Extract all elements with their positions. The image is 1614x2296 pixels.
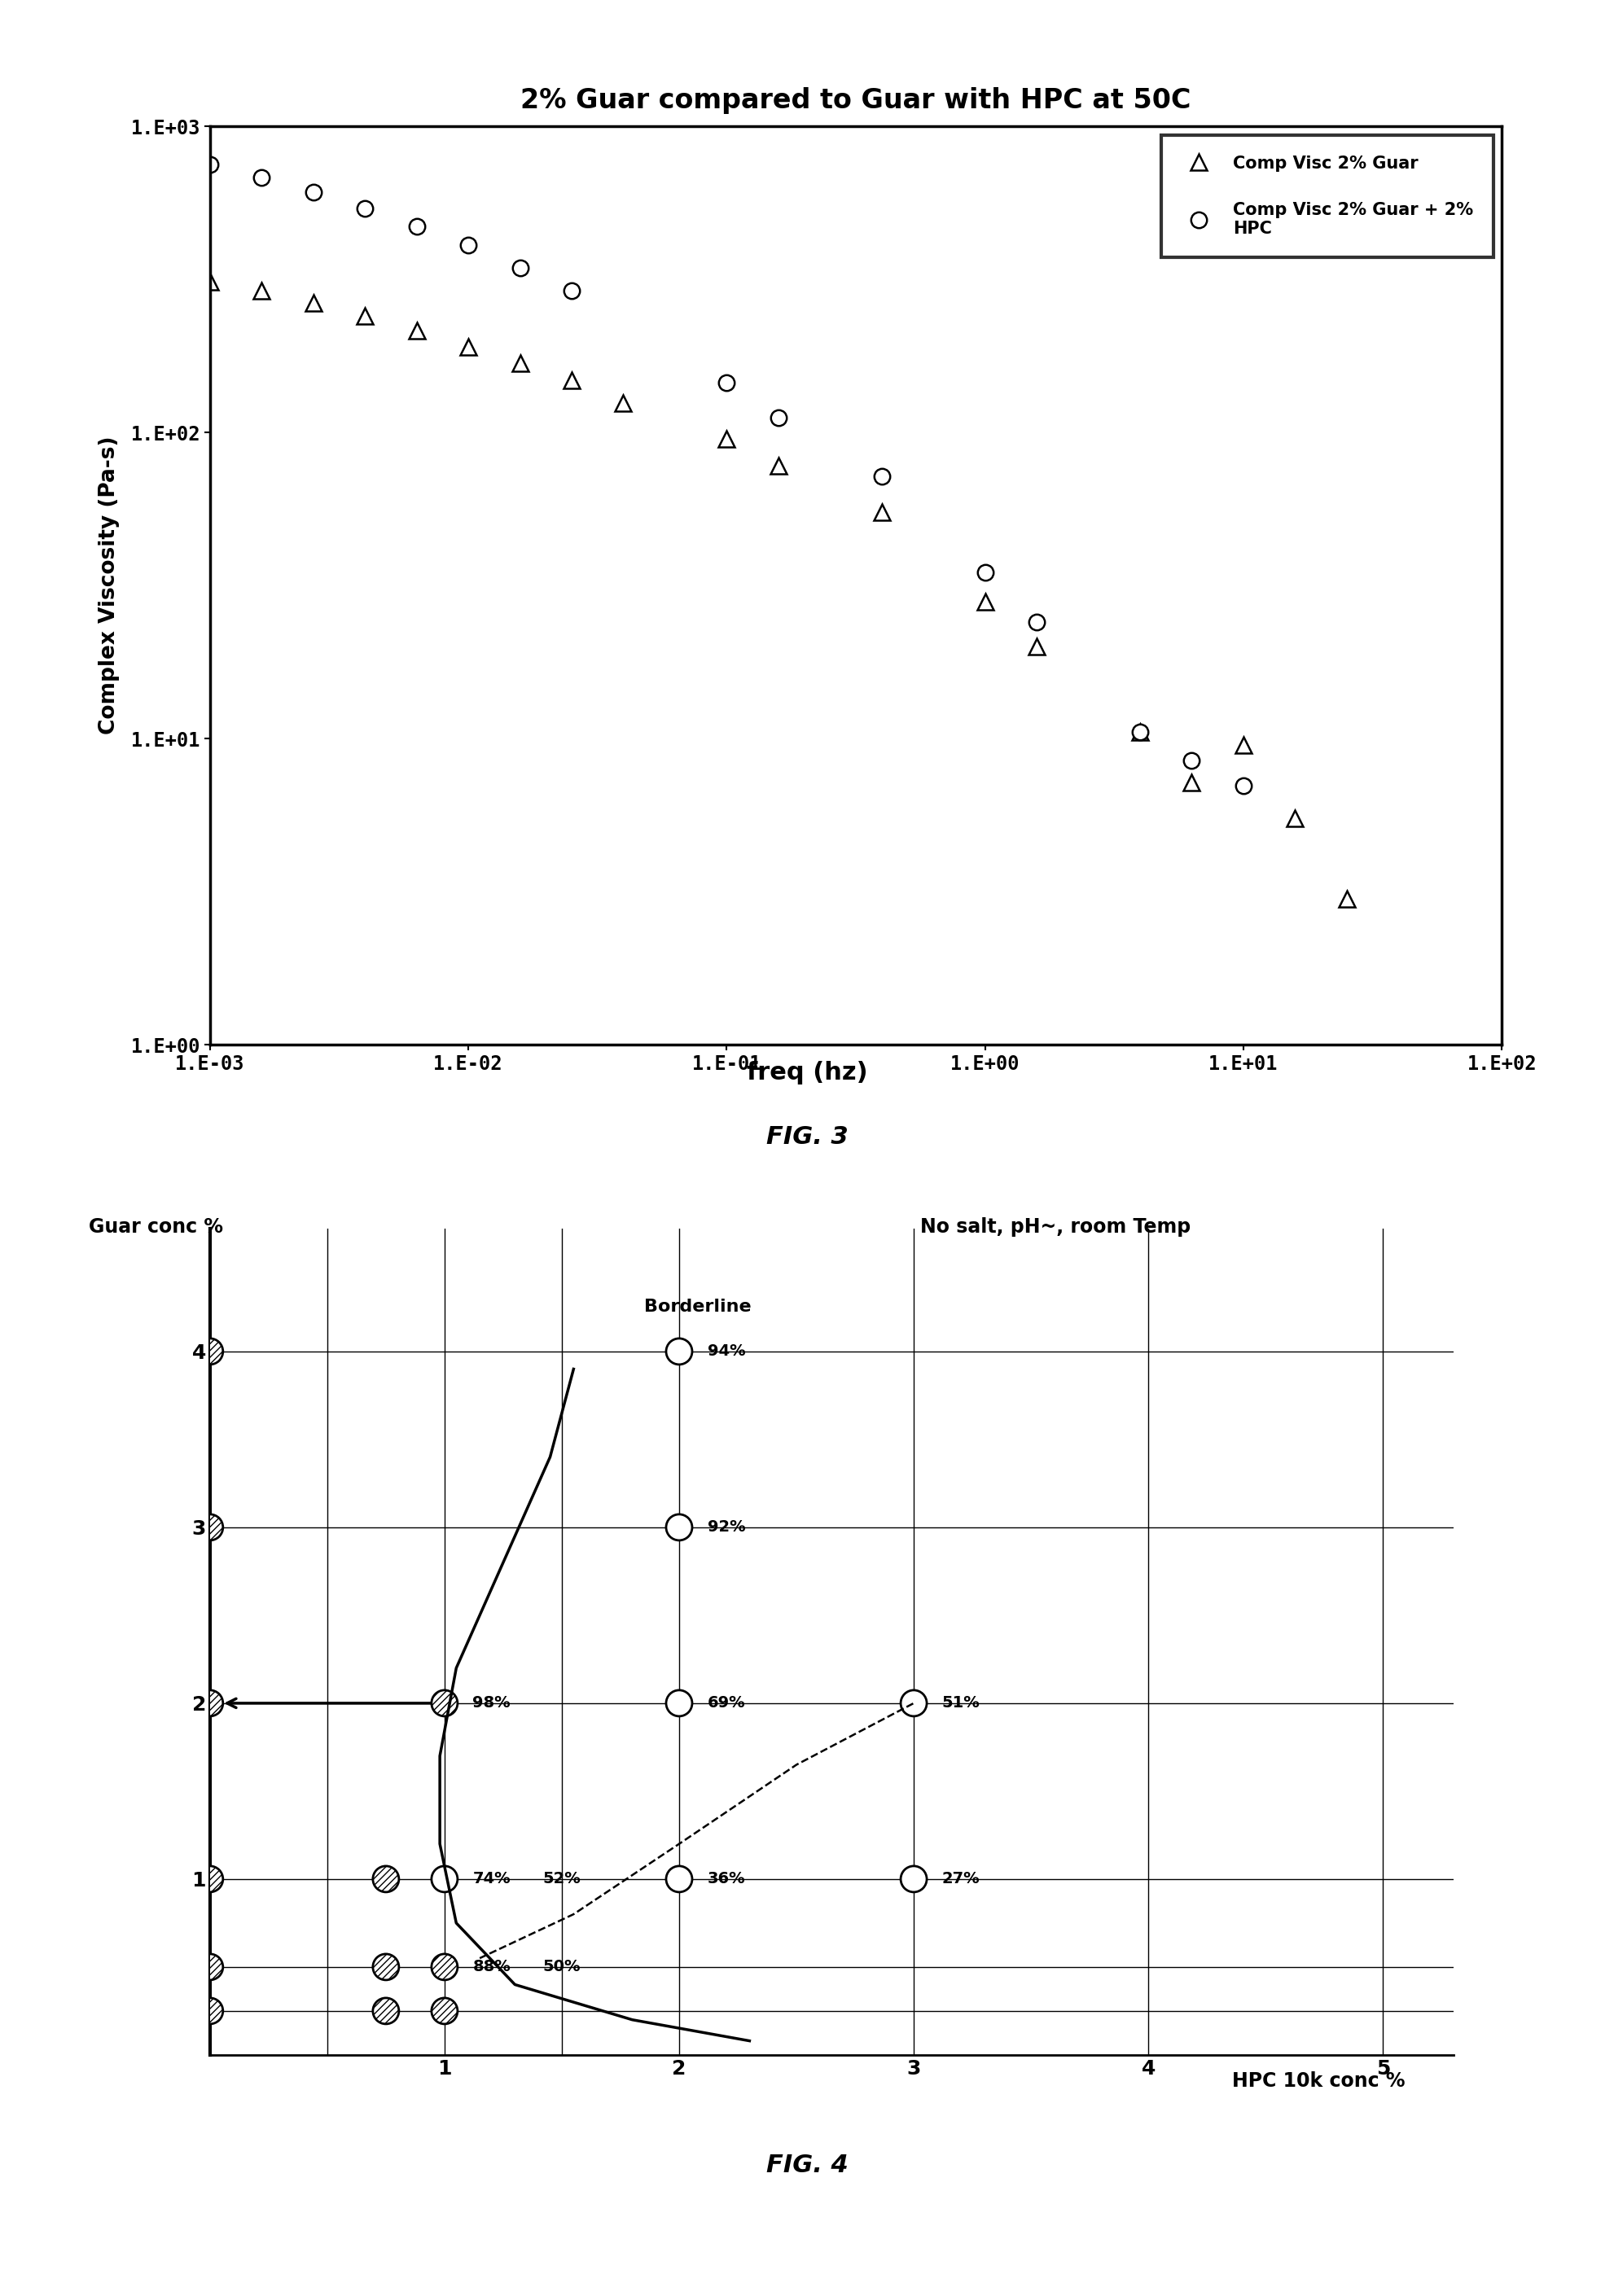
Comp Visc 2% Guar (872, 498, 891, 526)
Comp Visc 2% Guar (1336, 884, 1356, 912)
Comp Visc 2% Guar (1233, 732, 1252, 760)
Text: 94%: 94% (707, 1343, 746, 1359)
Comp Visc 2% Guar (1285, 804, 1304, 831)
Text: Borderline: Borderline (644, 1300, 751, 1316)
Comp Visc 2% Guar (510, 349, 529, 377)
Text: 50%: 50% (542, 1958, 581, 1975)
Text: 52%: 52% (542, 1871, 581, 1887)
Comp Visc 2% Guar + 2%
HPC (872, 461, 891, 489)
Ellipse shape (197, 1998, 223, 2025)
Comp Visc 2% Guar (768, 452, 788, 480)
Ellipse shape (373, 1954, 399, 1979)
Comp Visc 2% Guar + 2%
HPC (768, 404, 788, 432)
Comp Visc 2% Guar + 2%
HPC (252, 163, 271, 191)
Comp Visc 2% Guar + 2%
HPC (510, 255, 529, 282)
Comp Visc 2% Guar + 2%
HPC (1181, 746, 1201, 774)
Y-axis label: Complex Viscosity (Pa-s): Complex Viscosity (Pa-s) (98, 436, 119, 735)
Ellipse shape (431, 1998, 457, 2025)
Comp Visc 2% Guar + 2%
HPC (1233, 771, 1252, 799)
Ellipse shape (197, 1954, 223, 1979)
Text: Guar conc %: Guar conc % (89, 1217, 223, 1238)
Line: Comp Visc 2% Guar + 2%
HPC: Comp Visc 2% Guar + 2% HPC (202, 156, 1251, 794)
Text: FIG. 3: FIG. 3 (767, 1125, 847, 1148)
Ellipse shape (901, 1867, 926, 1892)
Ellipse shape (665, 1690, 692, 1715)
Comp Visc 2% Guar (200, 269, 220, 296)
Comp Visc 2% Guar + 2%
HPC (458, 232, 478, 259)
Text: 98%: 98% (473, 1694, 510, 1711)
Text: 51%: 51% (941, 1694, 980, 1711)
Text: 92%: 92% (707, 1520, 746, 1536)
Comp Visc 2% Guar + 2%
HPC (200, 152, 220, 179)
Text: 36%: 36% (707, 1871, 746, 1887)
Text: 69%: 69% (707, 1694, 746, 1711)
Ellipse shape (197, 1339, 223, 1364)
Comp Visc 2% Guar (975, 588, 994, 615)
Comp Visc 2% Guar (1130, 719, 1149, 746)
Text: FIG. 4: FIG. 4 (767, 2154, 847, 2177)
Ellipse shape (665, 1515, 692, 1541)
Ellipse shape (197, 1690, 223, 1715)
Text: 88%: 88% (473, 1958, 510, 1975)
Comp Visc 2% Guar + 2%
HPC (562, 278, 581, 305)
Comp Visc 2% Guar (407, 317, 426, 344)
Comp Visc 2% Guar (562, 367, 581, 395)
Title: 2% Guar compared to Guar with HPC at 50C: 2% Guar compared to Guar with HPC at 50C (520, 87, 1191, 115)
Legend: Comp Visc 2% Guar, Comp Visc 2% Guar + 2%
HPC: Comp Visc 2% Guar, Comp Visc 2% Guar + 2… (1160, 135, 1493, 257)
Text: HPC 10k conc %: HPC 10k conc % (1231, 2071, 1404, 2092)
Comp Visc 2% Guar + 2%
HPC (1130, 719, 1149, 746)
Ellipse shape (197, 1515, 223, 1541)
Ellipse shape (665, 1339, 692, 1364)
Text: freq (hz): freq (hz) (747, 1061, 867, 1084)
Line: Comp Visc 2% Guar: Comp Visc 2% Guar (202, 273, 1354, 907)
Comp Visc 2% Guar (458, 333, 478, 360)
Comp Visc 2% Guar + 2%
HPC (1027, 608, 1046, 636)
Comp Visc 2% Guar (717, 425, 736, 452)
Text: 74%: 74% (473, 1871, 510, 1887)
Ellipse shape (373, 1998, 399, 2025)
Ellipse shape (901, 1690, 926, 1715)
Text: No salt, pH~, room Temp: No salt, pH~, room Temp (920, 1217, 1191, 1238)
Comp Visc 2% Guar (252, 278, 271, 305)
Comp Visc 2% Guar (1027, 634, 1046, 661)
Ellipse shape (431, 1954, 457, 1979)
Ellipse shape (197, 1867, 223, 1892)
Comp Visc 2% Guar + 2%
HPC (975, 558, 994, 585)
Comp Visc 2% Guar + 2%
HPC (717, 370, 736, 397)
Comp Visc 2% Guar + 2%
HPC (407, 214, 426, 241)
Ellipse shape (373, 1867, 399, 1892)
Comp Visc 2% Guar + 2%
HPC (355, 195, 374, 223)
Comp Visc 2% Guar (303, 289, 323, 317)
Ellipse shape (431, 1867, 457, 1892)
Ellipse shape (431, 1690, 457, 1715)
Comp Visc 2% Guar (613, 388, 633, 416)
Text: 27%: 27% (941, 1871, 980, 1887)
Comp Visc 2% Guar + 2%
HPC (303, 179, 323, 207)
Ellipse shape (665, 1867, 692, 1892)
Comp Visc 2% Guar (1181, 769, 1201, 797)
Comp Visc 2% Guar (355, 303, 374, 331)
